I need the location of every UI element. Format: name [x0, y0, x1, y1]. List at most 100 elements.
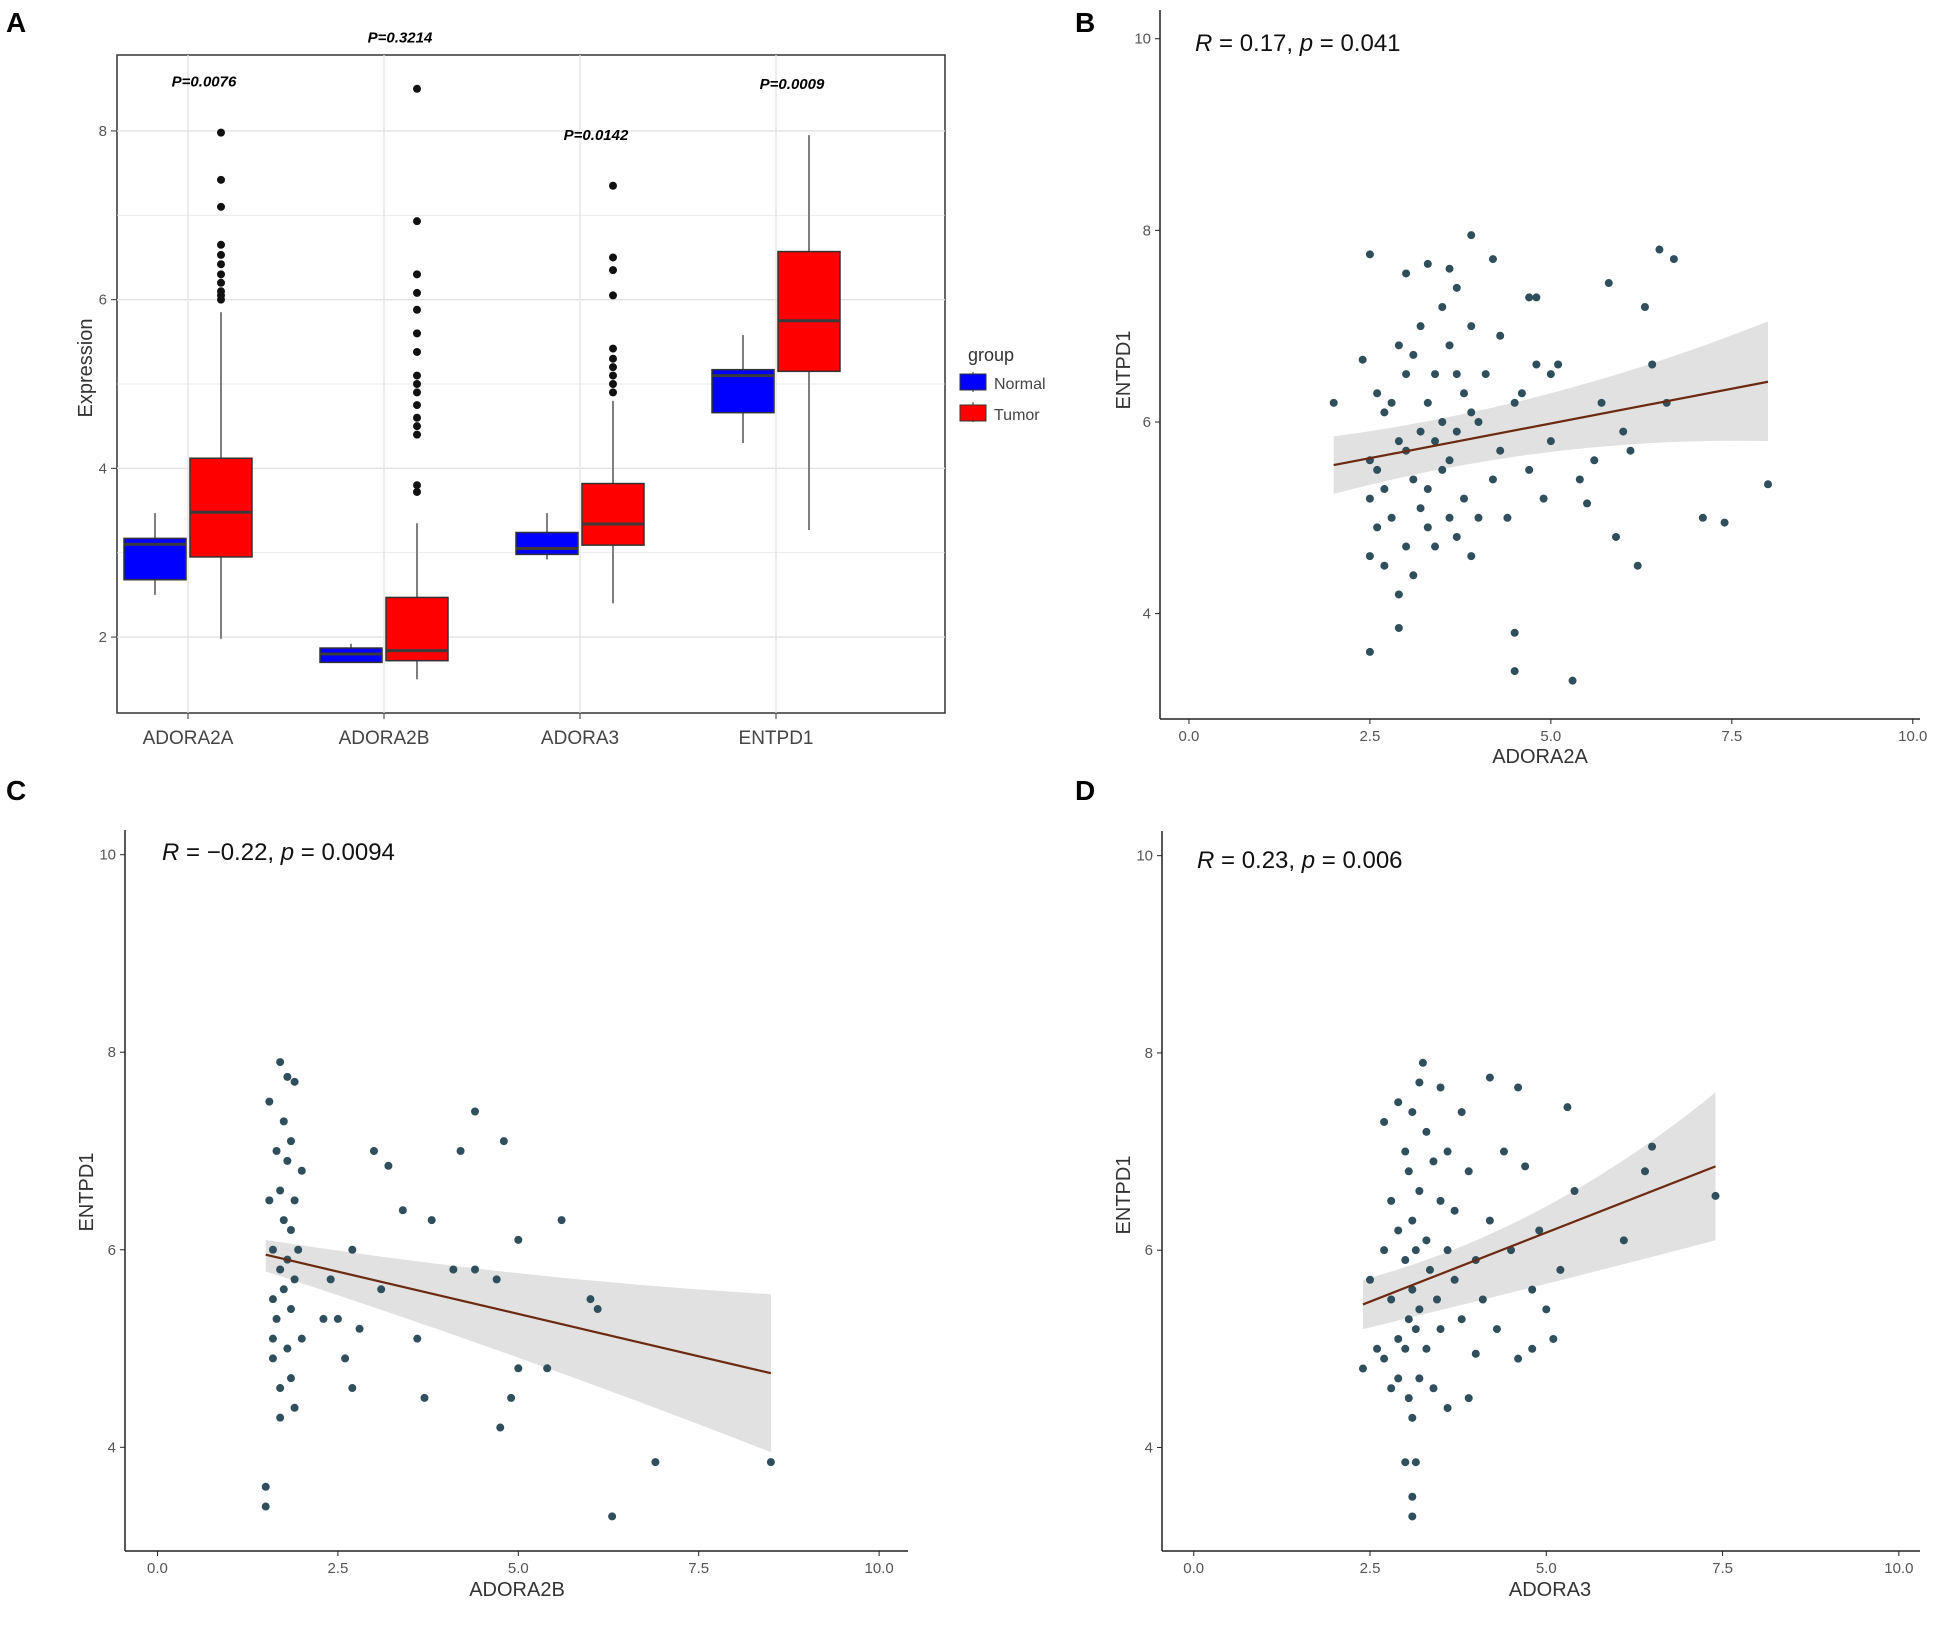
- box-tumor-entpd1: [777, 135, 841, 530]
- scatter-point: [272, 1314, 281, 1323]
- scatter-point: [1358, 355, 1367, 364]
- box-iqr: [189, 457, 253, 558]
- scatter-point: [1411, 1246, 1420, 1255]
- scatter-point: [1452, 370, 1461, 379]
- scatter-point: [1408, 1492, 1417, 1501]
- panel-b-y-axis-title: ENTPD1: [1113, 331, 1135, 410]
- scatter-point: [1431, 437, 1440, 446]
- scatter-point: [1394, 437, 1403, 446]
- scatter-point: [1373, 389, 1382, 398]
- panel-b-fit-line: [1333, 380, 1769, 467]
- scatter-point: [1329, 398, 1338, 407]
- y-tick-label: 8: [99, 123, 107, 140]
- outlier-point: [413, 84, 421, 93]
- x-tick-label: ADORA2A: [143, 728, 234, 749]
- scatter-point: [1429, 1157, 1438, 1166]
- outlier-point: [217, 250, 225, 259]
- scatter-point: [1365, 552, 1374, 561]
- scatter-point: [1452, 283, 1461, 292]
- scatter-point: [1408, 1512, 1417, 1521]
- scatter-point: [514, 1364, 523, 1373]
- outlier-point: [413, 217, 421, 226]
- y-tick-label: 6: [108, 1242, 116, 1259]
- panel-a-boxes: [123, 84, 841, 680]
- scatter-point: [1546, 437, 1555, 446]
- scatter-point: [1387, 1196, 1396, 1205]
- outlier-point: [413, 487, 421, 496]
- confidence-band-area: [1333, 321, 1768, 494]
- box-iqr: [515, 531, 579, 556]
- scatter-point: [261, 1482, 270, 1491]
- scatter-point: [1438, 417, 1447, 426]
- scatter-point: [499, 1137, 508, 1146]
- scatter-point: [608, 1512, 617, 1521]
- box-tumor-adora2b: [385, 84, 449, 680]
- panel-d-y-ticks: 4 6 8 10: [1136, 848, 1162, 1456]
- scatter-point: [1408, 1216, 1417, 1225]
- scatter-point: [1429, 1384, 1438, 1393]
- scatter-point: [1380, 485, 1389, 494]
- legend-label-normal: Normal: [994, 376, 1046, 393]
- scatter-point: [427, 1216, 436, 1225]
- y-tick-label: 8: [1143, 222, 1151, 239]
- scatter-point: [348, 1245, 357, 1254]
- x-tick-label: 7.5: [688, 1560, 709, 1577]
- scatter-point: [268, 1295, 277, 1304]
- scatter-point: [1457, 1108, 1466, 1117]
- scatter-point: [1488, 475, 1497, 484]
- panel-c-x-ticks: 0.0 2.5 5.0 7.5 10.0: [147, 1551, 894, 1577]
- panel-b-x-ticks: 0.0 2.5 5.0 7.5 10.0: [1179, 719, 1927, 745]
- panel-d-x-ticks: 0.0 2.5 5.0 7.5 10.0: [1183, 1551, 1913, 1577]
- p-value-label: P=0.0009: [760, 76, 825, 93]
- scatter-point: [341, 1354, 350, 1363]
- x-tick-label: 10.0: [1898, 728, 1927, 745]
- scatter-point: [1496, 446, 1505, 455]
- outlier-point: [609, 363, 617, 372]
- y-tick-label: 10: [99, 847, 116, 864]
- outlier-point: [413, 288, 421, 297]
- scatter-point: [1575, 475, 1584, 484]
- scatter-point: [384, 1161, 393, 1170]
- scatter-point: [1401, 1344, 1410, 1353]
- regression-line: [1362, 1165, 1716, 1306]
- scatter-point: [1443, 1246, 1452, 1255]
- scatter-point: [1514, 1354, 1523, 1363]
- scatter-point: [1445, 264, 1454, 273]
- scatter-point: [1394, 623, 1403, 632]
- scatter-point: [1402, 542, 1411, 551]
- outlier-point: [609, 371, 617, 380]
- scatter-point: [297, 1334, 306, 1343]
- scatter-point: [1563, 1103, 1572, 1112]
- y-tick-label: 4: [1143, 606, 1151, 623]
- scatter-point: [283, 1072, 292, 1081]
- scatter-point: [1542, 1305, 1551, 1314]
- scatter-point: [1366, 1275, 1375, 1284]
- scatter-point: [1460, 389, 1468, 398]
- scatter-point: [261, 1502, 270, 1511]
- outlier-point: [413, 401, 421, 410]
- outlier-point: [609, 181, 617, 190]
- scatter-point: [1402, 269, 1411, 278]
- scatter-point: [1431, 370, 1440, 379]
- scatter-point: [1423, 398, 1432, 407]
- scatter-point: [1450, 1206, 1459, 1215]
- scatter-point: [1394, 590, 1403, 599]
- panel-letter-b: B: [1075, 7, 1095, 38]
- scatter-point: [1460, 494, 1468, 503]
- outlier-point: [217, 287, 225, 296]
- scatter-point: [268, 1245, 277, 1254]
- scatter-point: [1764, 480, 1772, 489]
- panel-b-axes: [1159, 10, 1920, 720]
- outlier-point: [217, 240, 225, 249]
- scatter-point: [1720, 518, 1729, 527]
- outlier-point: [609, 291, 617, 300]
- scatter-point: [1633, 561, 1642, 570]
- y-tick-label: 10: [1134, 31, 1151, 48]
- scatter-point: [1409, 475, 1418, 484]
- scatter-point: [1415, 1187, 1424, 1195]
- scatter-point: [276, 1265, 285, 1274]
- outlier-point: [609, 380, 617, 388]
- box-iqr: [581, 482, 645, 546]
- scatter-point: [1416, 504, 1425, 513]
- scatter-point: [1698, 513, 1707, 522]
